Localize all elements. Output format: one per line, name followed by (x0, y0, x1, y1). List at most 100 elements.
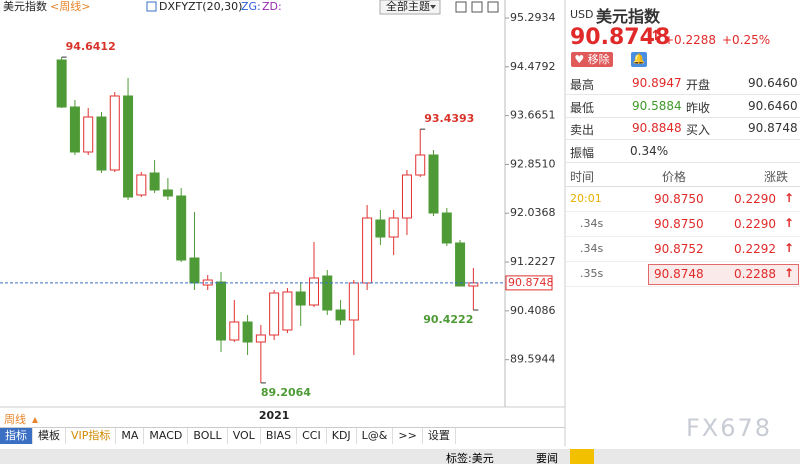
tab[interactable]: >> (393, 428, 423, 444)
trade-arrow: ↑ (784, 216, 795, 230)
quote-value: 90.5884 (632, 98, 682, 113)
quote-label: 振幅 (570, 145, 595, 160)
candle-body (322, 275, 333, 311)
watermark: FX678 (686, 414, 773, 442)
tab[interactable]: L@& (357, 428, 394, 444)
candle-body (308, 277, 319, 306)
alert-button[interactable]: 🔔 (631, 52, 647, 67)
zd: ZD: (262, 0, 282, 13)
candle-body (109, 95, 120, 171)
zg: ZG: (241, 0, 261, 13)
candle-body (468, 282, 479, 287)
candle-body (375, 219, 386, 238)
candle-body (176, 195, 187, 261)
candle-body (455, 242, 466, 287)
trade-price: 90.8748 (654, 267, 704, 281)
candle-body (269, 292, 280, 336)
tab[interactable]: MA (116, 428, 145, 444)
y-tick-label: 90.4086 (510, 304, 556, 317)
trade-header: 涨跌 (764, 170, 789, 184)
trade-arrow: ↑ (784, 241, 795, 255)
dropdown-arrow (430, 5, 436, 9)
candle-body (428, 154, 439, 214)
y-tick-label: 92.0368 (510, 206, 556, 219)
tab-bar: 指标 模板 VIP指标 MA MACD BOLL VOL BIAS CCI KDJ L@& >> 设置 (0, 427, 565, 444)
candle-body (348, 282, 359, 321)
candle-body (242, 321, 253, 343)
annotation: 89.2064 (261, 386, 311, 399)
tab[interactable]: CCI (297, 428, 327, 444)
quote-value: 90.8947 (632, 76, 682, 90)
period-label: 周线 (4, 412, 26, 426)
separator (566, 236, 800, 237)
candle-body (123, 95, 134, 198)
trade-arrow: ↑ (784, 191, 795, 205)
quote-name: 美元指数 (596, 7, 661, 26)
quote-value: 0.34% (630, 143, 669, 158)
trade-change: 0.2290 (734, 192, 776, 206)
candle-body (255, 334, 266, 343)
candle-body (96, 116, 107, 171)
trade-header: 时间 (570, 170, 595, 184)
candle-body (388, 217, 399, 238)
candle-body (56, 59, 67, 108)
checkbox[interactable] (146, 1, 157, 12)
candle-body (362, 217, 373, 284)
icon[interactable] (471, 1, 483, 13)
separator (566, 261, 800, 262)
annotation: 94.6412 (66, 40, 116, 53)
tab[interactable]: 指标 (0, 428, 33, 444)
change-pct: +0.25% (722, 33, 771, 47)
tab[interactable]: 设置 (423, 428, 456, 444)
status-news[interactable]: 要闻 (536, 452, 558, 465)
tab[interactable]: 模板 (33, 428, 66, 444)
trade-change: 0.2290 (734, 217, 776, 231)
candle-body (216, 281, 227, 341)
trade-arrow: ↑ (784, 266, 795, 280)
y-tick-label: 89.5944 (510, 353, 556, 366)
separator (566, 286, 800, 287)
quote-row: 卖出 90.8848 买入 90.8748 (566, 117, 800, 140)
remove-button[interactable]: ♥ 移除 (571, 52, 613, 67)
candle-body (69, 106, 80, 153)
icon[interactable] (487, 1, 499, 13)
icon[interactable] (455, 1, 467, 13)
symbol: 美元指数 (3, 0, 47, 13)
status-icon (570, 449, 594, 464)
trade-price: 90.8750 (654, 217, 704, 231)
tab[interactable]: VIP指标 (66, 428, 117, 444)
tab[interactable]: KDJ (327, 428, 357, 444)
quote-label: 昨收 (686, 100, 711, 115)
candle-body (229, 321, 240, 341)
separator (566, 211, 800, 212)
quote-label: 最低 (570, 100, 595, 115)
tab[interactable]: VOL (228, 428, 261, 444)
annotation: 90.4222 (423, 313, 473, 326)
quote-row: 振幅 0.34% (566, 140, 800, 163)
tab[interactable]: MACD (144, 428, 189, 444)
price: 90.8748 (570, 25, 671, 50)
trade-price: 90.8752 (654, 242, 704, 256)
y-tick-label: 95.2934 (510, 11, 556, 24)
trade-change: 0.2292 (734, 242, 776, 256)
trade-time: 20:01 (570, 192, 602, 205)
remove-label: 移除 (587, 53, 610, 66)
candle-body (335, 309, 346, 321)
y-tick-label: 92.8510 (510, 157, 556, 170)
x-tick-label: 2021 (259, 409, 290, 422)
currency: USD (570, 8, 594, 21)
quote-value: 90.8848 (632, 121, 682, 135)
annotation: 93.4393 (424, 112, 474, 125)
quote-label: 买入 (686, 123, 711, 137)
trade-change: 0.2288 (734, 267, 776, 281)
theme-dropdown[interactable] (379, 0, 441, 15)
last-price-tag (505, 275, 553, 291)
candle-body (282, 291, 293, 331)
tab[interactable]: BIAS (261, 428, 298, 444)
up-arrow: ↑ (650, 28, 662, 44)
period-arrow (32, 417, 38, 423)
tab[interactable]: BOLL (188, 428, 228, 444)
candle-body (149, 172, 160, 191)
candle-body (401, 174, 412, 219)
